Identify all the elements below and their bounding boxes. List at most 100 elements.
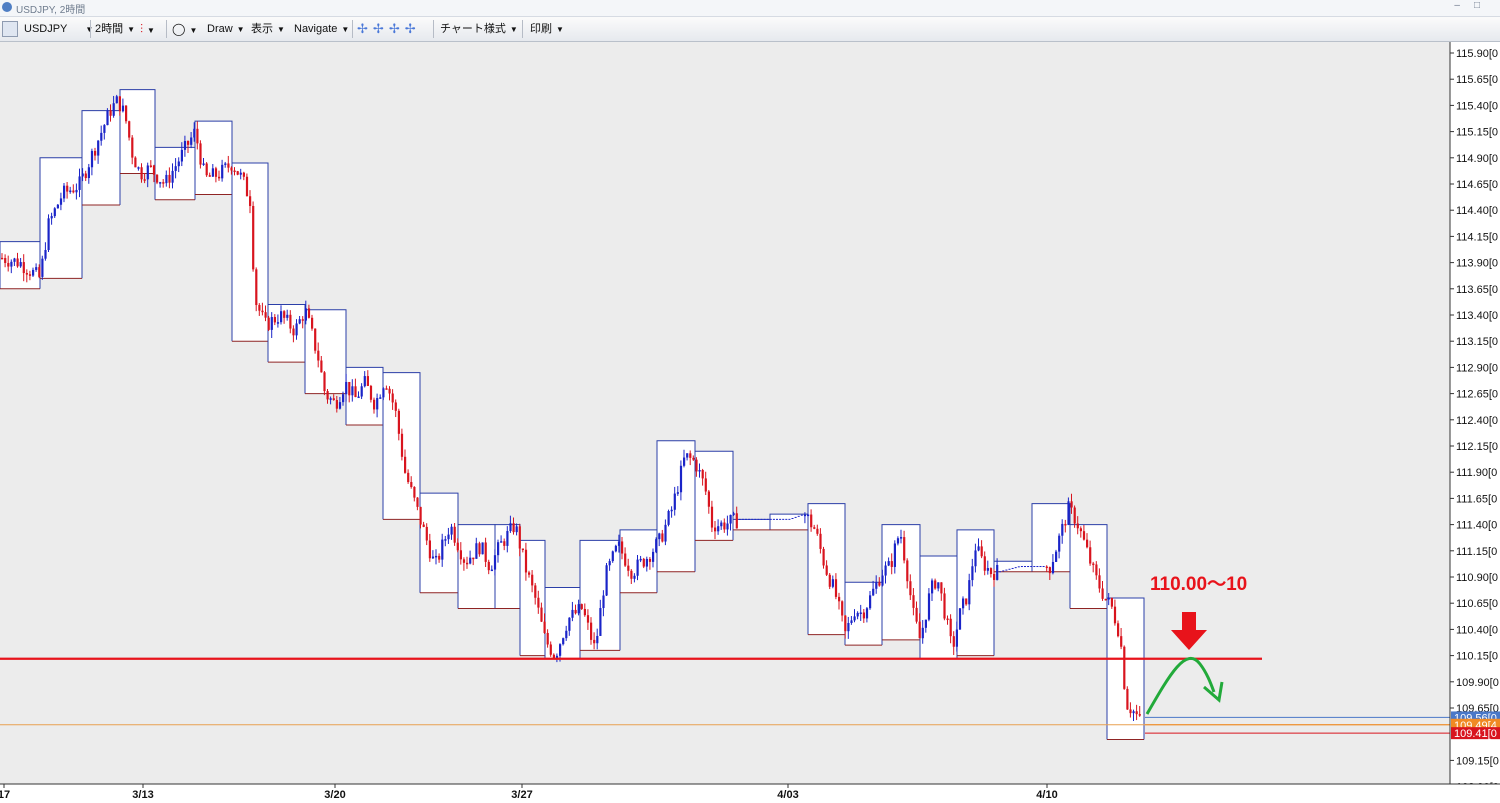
time-tick-label: 4/03 [777,789,798,801]
bear-candle [134,157,137,168]
price-tick-label: 114.65[0 [1456,179,1498,191]
bear-candle [1120,636,1123,647]
bull-candle [652,551,655,562]
bear-candle [94,150,97,156]
crosshair-icon[interactable]: ✢ [357,21,373,36]
bear-candle [245,176,249,197]
crosshair-icon[interactable]: ✢ [388,21,405,36]
bull-candle [571,609,574,618]
bear-candle [462,559,466,563]
price-tick-label: 113.90[0 [1456,258,1498,270]
chart-style-menu[interactable]: チャート様式 ▼ [440,22,518,36]
bear-candle [580,604,583,609]
bear-candle [25,273,28,275]
price-chart[interactable]: 110.00～10 115.90[0 115.65[0 115.40[0 115.15[… [0,42,1500,803]
chart-list-icon[interactable] [2,21,18,37]
bull-candle [875,582,878,589]
bear-candle [989,568,993,575]
bull-candle [865,608,869,619]
bear-candle [574,609,577,614]
bull-candle [974,550,977,567]
bull-candle [887,561,890,566]
range-box [520,540,545,656]
price-tick-label: 112.65[0 [1456,389,1498,401]
view-label: 表示 [251,23,273,35]
window-controls[interactable]: –□ [1454,0,1494,11]
bull-candle [159,182,162,184]
crosshair-tools[interactable]: ✢✢✢✢ [357,22,421,36]
bear-candle [422,524,425,527]
bull-candle [1132,711,1135,714]
bull-candle [968,580,971,605]
bear-candle [323,372,326,392]
timeframe-dropdown[interactable]: 2時間 ▼ [95,22,135,36]
bull-candle [63,185,66,199]
bull-candle [280,311,283,323]
bear-candle [307,308,311,318]
chart-style-label: チャート様式 [440,23,506,35]
bull-candle [667,510,670,525]
price-tick-label: 112.15[0 [1456,441,1498,453]
bull-candle [97,140,100,156]
bull-candle [276,322,280,324]
print-menu[interactable]: 印刷 ▼ [530,22,564,36]
bull-candle [304,308,307,321]
bear-candle [586,615,590,623]
bull-candle [345,381,348,395]
range-box-high [382,372,421,520]
bear-candle [152,165,156,175]
bear-candle [472,557,475,560]
bear-candle [624,553,627,566]
symbol-dropdown[interactable]: USDJPY ▼ [24,22,93,36]
bull-candle [47,218,50,250]
navigate-menu[interactable]: Navigate ▼ [294,22,349,36]
bear-candle [918,621,921,639]
chevron-down-icon: ▼ [127,25,136,34]
bull-candle [69,190,72,193]
bull-candle [636,559,639,576]
bear-candle [326,391,329,400]
bear-candle [205,163,208,176]
bear-candle [648,558,652,562]
bear-candle [537,597,540,608]
time-tick-label: 3/13 [132,789,153,801]
bear-candle [22,262,25,274]
crosshair-icon[interactable]: ✢ [404,21,421,36]
price-marker-badge [1451,727,1500,740]
bull-candle [698,470,701,472]
bull-candle [174,166,177,171]
bull-candle [171,170,174,183]
candle-style-button[interactable]: ⫶ ▼ [140,22,155,36]
bear-candle [701,470,704,479]
bear-candle [453,526,456,543]
time-axis[interactable] [0,784,1500,803]
bull-candle [617,541,621,546]
bull-candle [32,269,35,276]
price-axis[interactable] [1450,42,1500,803]
view-menu[interactable]: 表示 ▼ [251,22,285,36]
shape-tool-dropdown[interactable]: ◯ ▼ [172,22,197,36]
bear-candle [416,497,419,507]
bull-candle [342,394,345,403]
bull-candle [673,493,676,510]
bear-candle [583,608,586,616]
draw-menu[interactable]: Draw ▼ [207,22,245,36]
bear-candle [438,555,441,560]
price-tick-label: 110.65[0 [1456,598,1498,610]
time-tick-label: 3/27 [511,789,532,801]
bear-candle [1135,711,1138,715]
range-box-high [1106,597,1145,740]
price-tick-label: 111.15[0 [1456,546,1497,558]
bear-candle [689,453,692,458]
crosshair-icon[interactable]: ✢ [372,21,389,36]
bear-candle [162,182,165,184]
bear-candle [487,561,490,571]
bear-candle [518,526,521,549]
bull-candle [50,216,53,219]
bull-candle [360,386,363,397]
bear-candle [7,262,10,267]
navigate-label: Navigate [294,23,338,35]
bear-candle [534,585,537,598]
bear-candle [878,582,881,586]
bear-candle [590,622,593,640]
